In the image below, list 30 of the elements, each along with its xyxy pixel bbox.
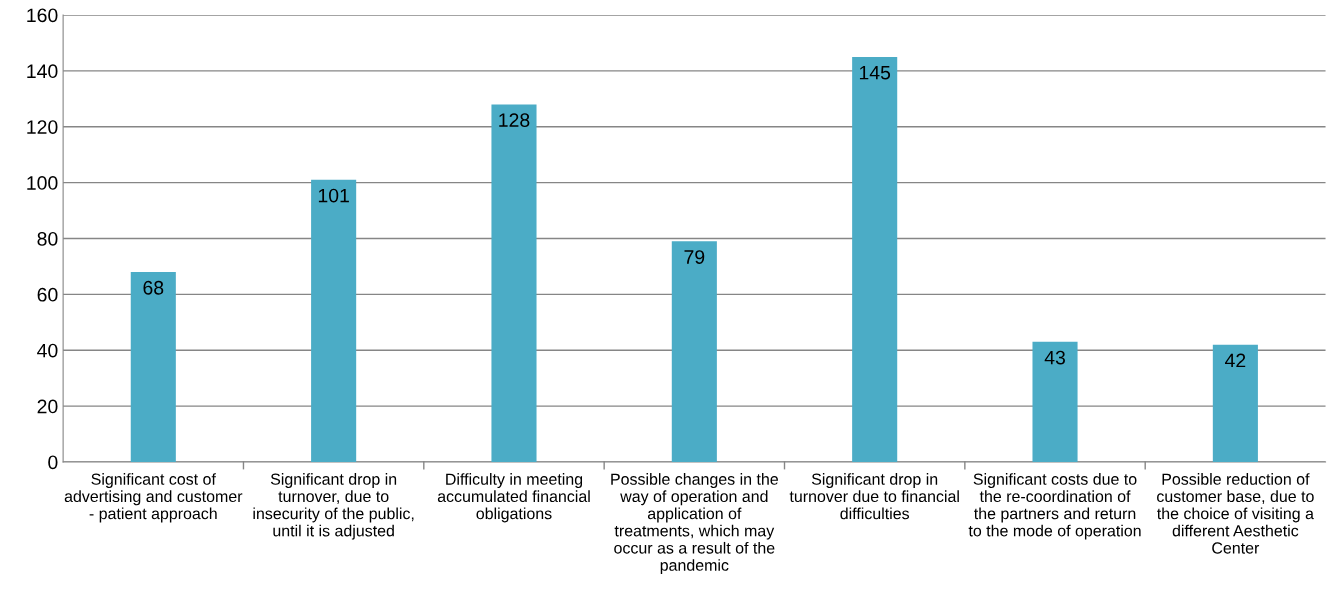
x-tick-label: Significant drop in turnover due to financial difficulties [789, 473, 959, 520]
data-label: 43 [1044, 350, 1065, 365]
y-tick-label: 0 [48, 455, 58, 470]
y-tick-label: 60 [37, 287, 58, 302]
x-tick-label: Significant cost of advertising and customer - patient approach [64, 473, 243, 523]
bar [852, 56, 898, 462]
bar [1212, 344, 1258, 462]
y-tick-label: 120 [27, 120, 58, 134]
x-tick-label: Possible reduction of customer base, due to the choice of visiting a different Aesthetic Center [1157, 473, 1314, 554]
y-tick-label: 100 [27, 176, 58, 190]
x-tick-label: Significant drop in turnover, due to insecurity of the public, until it is adjusted [253, 473, 414, 540]
bar [1032, 341, 1078, 462]
bar [671, 241, 717, 462]
y-tick-label: 40 [37, 343, 58, 358]
x-tick-label: Possible changes in the way of operation and application of treatments, which may occur as a result of the pandemic [611, 473, 778, 575]
bar [130, 272, 176, 462]
x-tick-label: Difficulty in meeting accumulated financial obligations [437, 473, 590, 523]
bar [311, 179, 357, 462]
bar [491, 104, 537, 462]
y-tick-label: 140 [27, 64, 58, 79]
data-label: 68 [143, 280, 164, 295]
data-label: 79 [684, 250, 705, 264]
y-tick-label: 80 [37, 231, 58, 246]
data-label: 101 [318, 188, 349, 203]
data-label: 42 [1225, 353, 1246, 368]
x-tick-label: Significant costs due to the re-coordination of the partners and return to the mode of operation [968, 473, 1141, 540]
data-label: 145 [859, 65, 891, 80]
data-label: 128 [499, 113, 530, 128]
y-tick-label: 20 [37, 399, 58, 414]
y-tick-label: 160 [27, 8, 58, 23]
